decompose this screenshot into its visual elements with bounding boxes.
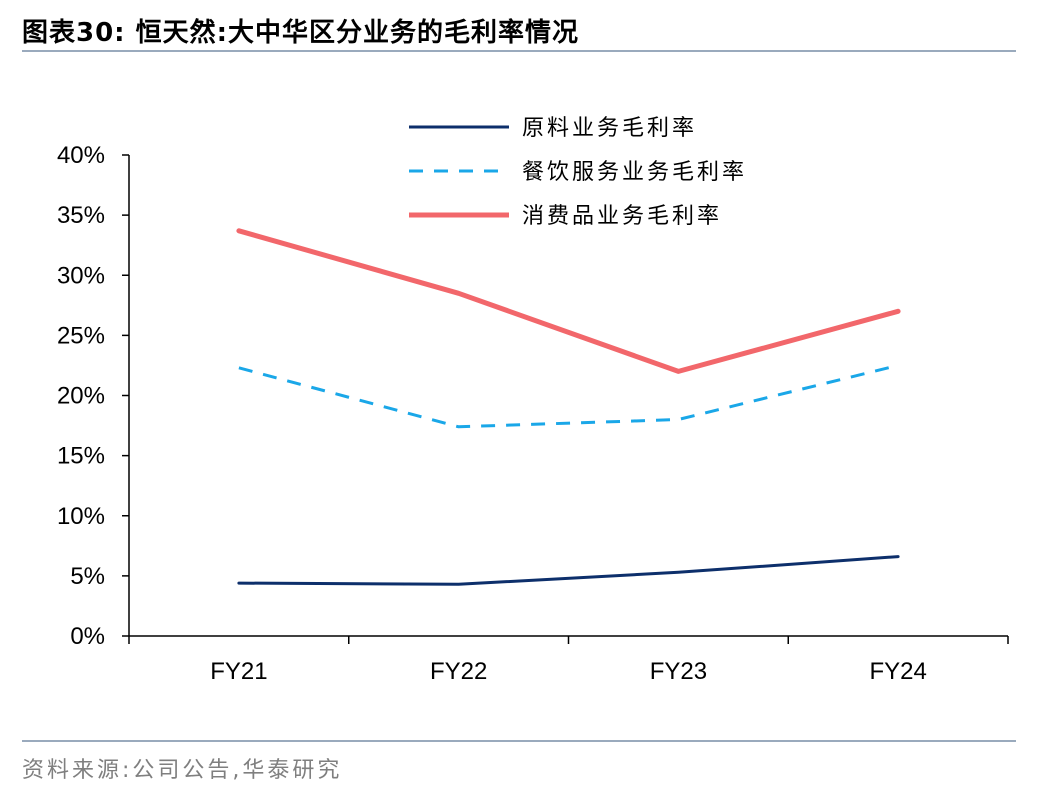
y-tick-label: 0% [70,623,105,650]
title-divider [22,50,1016,52]
chart-title: 图表30: 恒天然:大中华区分业务的毛利率情况 [22,18,580,48]
series-layer [236,228,901,586]
x-tick-label: FY23 [650,658,707,685]
legend-label-2: 餐饮服务业务毛利率 [522,160,747,185]
series-line-1 [237,555,900,586]
y-tick-label: 10% [57,503,105,530]
legend-label-1: 原料业务毛利率 [522,116,697,141]
y-tick-label: 35% [57,202,105,229]
y-tick-label: 15% [57,443,105,470]
y-tick-label: 20% [57,383,105,410]
chart-axes: 0% 5% 10% 15% 20% 25% 30% 35% 40% FY21 FY22 FY23 FY2… [57,142,1009,685]
legend-label-3: 消费品业务毛利率 [522,204,722,229]
x-tick-label: FY21 [210,658,267,685]
footer-divider [22,740,1016,742]
x-tick-label: FY22 [430,658,487,685]
y-tick-label: 25% [57,322,105,349]
y-tick-label: 30% [57,262,105,289]
y-tick-label: 40% [57,142,105,169]
x-tick-label: FY24 [869,658,926,685]
series-line-3 [236,228,901,374]
y-tick-label: 5% [70,563,105,590]
source-note: 资料来源:公司公告,华泰研究 [22,758,343,783]
series-line-2 [238,363,899,429]
